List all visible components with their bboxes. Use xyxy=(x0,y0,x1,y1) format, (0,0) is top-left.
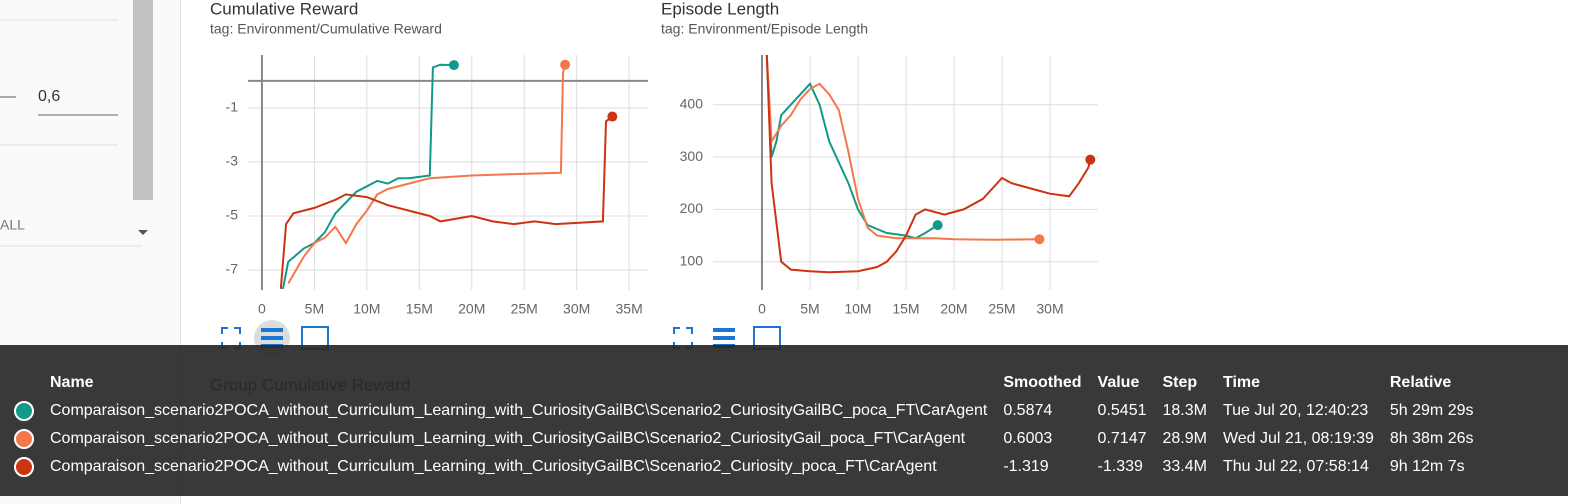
cell-smoothed: -1.319 xyxy=(1003,458,1049,475)
cell-name: Comparaison_scenario2POCA_without_Curric… xyxy=(50,430,966,447)
end-point xyxy=(448,60,459,71)
cell-name: Comparaison_scenario2POCA_without_Curric… xyxy=(50,458,937,475)
x-tick-label: 5M xyxy=(800,301,819,317)
cell-name: Comparaison_scenario2POCA_without_Curric… xyxy=(50,402,988,419)
y-tick-label: 100 xyxy=(680,252,704,268)
end-point xyxy=(1034,234,1045,245)
y-tick-label: 200 xyxy=(680,200,704,216)
chart-subtitle: tag: Environment/Cumulative Reward xyxy=(210,21,442,37)
color-swatch xyxy=(14,429,34,449)
x-tick-label: 30M xyxy=(563,301,590,317)
header-cell: Smoothed xyxy=(1003,374,1082,391)
x-tick-label: 0 xyxy=(758,301,766,317)
x-tick-label: 25M xyxy=(988,301,1015,317)
y-tick-label: -1 xyxy=(226,99,239,115)
tooltip: Name Smoothed Value Step Time Relative Compara… xyxy=(0,345,1568,496)
fullscreen-button[interactable] xyxy=(673,327,693,349)
swatch-cell xyxy=(6,453,42,481)
cell-step: 28.9M xyxy=(1162,430,1207,447)
cell-time: Wed Jul 21, 08:19:39 xyxy=(1222,430,1374,447)
cell-step: 33.4M xyxy=(1162,458,1207,475)
series-line xyxy=(287,64,567,285)
header-row: Name Smoothed Value Step Time Relative xyxy=(6,369,1481,397)
y-tick-label: 400 xyxy=(680,95,704,111)
lines-button[interactable] xyxy=(713,328,735,348)
x-tick-label: 20M xyxy=(940,301,967,317)
dropdown-arrow[interactable] xyxy=(138,230,148,235)
y-tick-label: 300 xyxy=(680,148,704,164)
cell-relative: 5h 29m 29s xyxy=(1389,402,1474,419)
cell-time: Tue Jul 20, 12:40:23 xyxy=(1222,402,1369,419)
fullscreen-button[interactable] xyxy=(221,327,241,349)
swatch-cell xyxy=(6,397,42,425)
cell-value: 0.7147 xyxy=(1097,430,1147,447)
x-tick-label: 5M xyxy=(305,301,324,317)
cell-relative: 9h 12m 7s xyxy=(1389,458,1465,475)
series-line xyxy=(765,54,1040,241)
header-cell: Name xyxy=(50,374,94,391)
cell-time: Thu Jul 22, 07:58:14 xyxy=(1222,458,1369,475)
cell-smoothed: 0.5874 xyxy=(1003,402,1053,419)
x-tick-label: 25M xyxy=(511,301,538,317)
end-point xyxy=(932,220,943,231)
end-point xyxy=(607,111,618,122)
header-cell: Relative xyxy=(1389,374,1452,391)
x-tick-label: 10M xyxy=(353,301,380,317)
x-tick-label: 30M xyxy=(1036,301,1063,317)
x-tick-label: 0 xyxy=(258,301,266,317)
header-cell: Time xyxy=(1222,374,1261,391)
x-tick-label: 15M xyxy=(892,301,919,317)
cell-value: 0.5451 xyxy=(1097,402,1147,419)
chart-title: Episode Length xyxy=(661,0,779,18)
series-line xyxy=(765,54,1092,274)
y-tick-label: -3 xyxy=(226,153,239,169)
cell-relative: 8h 38m 26s xyxy=(1389,430,1474,447)
series-line xyxy=(281,63,454,290)
x-tick-label: 35M xyxy=(616,301,643,317)
tooltip-table: Name Smoothed Value Step Time Relative Compara… xyxy=(6,369,1481,481)
header-cell: Value xyxy=(1097,374,1140,391)
color-swatch xyxy=(14,457,34,477)
chart-title: Cumulative Reward xyxy=(210,0,358,18)
tooltip-row: Comparaison_scenario2POCA_without_Curric… xyxy=(6,453,1481,481)
y-tick-label: -7 xyxy=(226,261,239,277)
x-tick-label: 15M xyxy=(406,301,433,317)
cell-value: -1.339 xyxy=(1097,458,1143,475)
end-point xyxy=(1085,154,1096,165)
series-line xyxy=(279,115,613,289)
x-tick-label: 10M xyxy=(844,301,871,317)
x-tick-label: 20M xyxy=(458,301,485,317)
scrollbar[interactable] xyxy=(133,0,153,200)
header-cell: Step xyxy=(1162,374,1198,391)
cell-step: 18.3M xyxy=(1162,402,1207,419)
series-line xyxy=(765,54,939,240)
header-cell xyxy=(6,369,42,397)
tooltip-row: Comparaison_scenario2POCA_without_Curric… xyxy=(6,425,1481,453)
swatch-cell xyxy=(6,425,42,453)
cell-smoothed: 0.6003 xyxy=(1003,430,1053,447)
y-tick-label: -5 xyxy=(226,207,239,223)
end-point xyxy=(560,59,571,70)
dropdown[interactable]: ALL xyxy=(0,217,25,233)
chart-subtitle: tag: Environment/Episode Length xyxy=(661,21,868,37)
color-swatch xyxy=(14,401,34,421)
value-field[interactable]: 0,6 xyxy=(38,88,60,105)
tooltip-row: Comparaison_scenario2POCA_without_Curric… xyxy=(6,397,1481,425)
